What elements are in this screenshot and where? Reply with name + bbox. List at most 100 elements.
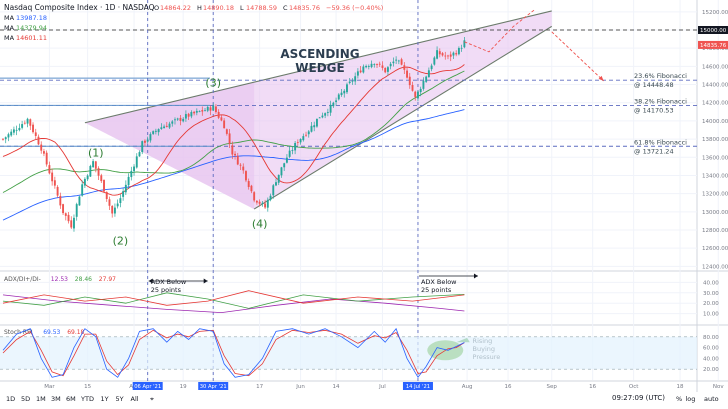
range-button[interactable]: 5D [21, 395, 30, 403]
ma-legend-label: MA [4, 14, 15, 22]
candle-body [397, 60, 400, 62]
range-button[interactable]: 1D [6, 395, 15, 403]
candle-body [332, 102, 335, 107]
time-tick: 14 [333, 384, 340, 390]
candle-body [127, 176, 130, 186]
time-tick: 19 [180, 384, 187, 390]
candle-body [373, 64, 376, 65]
candle-body [335, 100, 338, 103]
candle-body [165, 125, 168, 127]
candle-body [149, 134, 152, 141]
stoch-tick: 40.00 [703, 356, 719, 362]
candle-body [313, 125, 316, 128]
candle-body [113, 207, 116, 214]
price-tick: 14400.00 [702, 83, 728, 89]
price-tag [698, 26, 728, 34]
price-tick: 12800.00 [702, 228, 728, 234]
scale-toggle[interactable]: % [676, 395, 682, 403]
time-tick: Oct [629, 384, 639, 390]
wedge-lower-line [253, 25, 553, 210]
candle-body [296, 142, 299, 143]
range-button[interactable]: All [131, 395, 139, 403]
range-button[interactable]: YTD [80, 395, 94, 403]
price-tick: 14800.00 [702, 46, 728, 52]
date-highlight-label: 14 Jul '21 [406, 384, 430, 390]
candle-body [146, 139, 149, 142]
wedge-upper-line [84, 10, 552, 124]
fib-label: 61.8% Fibonacci [634, 138, 687, 146]
candle-body [92, 161, 95, 168]
candle-body [261, 202, 264, 204]
candle-body [40, 144, 43, 151]
range-button[interactable]: 3M [51, 395, 61, 403]
candle-body [258, 201, 261, 204]
candle-body [272, 185, 275, 196]
candle-body [285, 157, 288, 163]
candle-body [346, 84, 348, 93]
candle-body [455, 53, 458, 55]
di-minus-line [2, 290, 465, 306]
candle-body [316, 118, 318, 127]
candle-body [359, 70, 362, 73]
time-tick: 16 [589, 384, 596, 390]
candle-body [157, 129, 160, 133]
wave-label: (2) [113, 235, 129, 248]
axes: 12400.00 12600.00 12800.00 13000.00 13200.00… [44, 10, 728, 390]
bottom-toolbar: 09:27:09 (UTC) 1D 5D 1M 3M 6M YTD 1Y 5Y All ⌖% log… [0, 392, 728, 409]
candle-body [362, 66, 365, 73]
price-tick: 12600.00 [702, 246, 728, 252]
candle-body [214, 106, 217, 113]
candle-body [119, 198, 122, 204]
candle-body [59, 195, 62, 206]
ma-mid-line [2, 70, 465, 193]
candle-body [242, 166, 245, 171]
candle-body [78, 196, 81, 206]
adx-tick: 30.00 [703, 291, 719, 297]
adx-legend: 12.53 [51, 276, 68, 283]
stoch-legend: Stoch RSI [4, 329, 33, 336]
range-button[interactable]: 1M [36, 395, 46, 403]
adx-arrow-head [473, 273, 478, 279]
candle-body [201, 110, 204, 112]
candle-body [444, 55, 447, 57]
candle-body [302, 136, 305, 141]
candle-body [356, 71, 359, 76]
candle-body [228, 133, 231, 145]
candle-body [70, 220, 73, 228]
candle-body [280, 167, 283, 176]
price-tick: 14200.00 [702, 101, 728, 107]
ohlc-key: L [240, 4, 244, 12]
candle-body [417, 91, 419, 99]
ohlc-value: 14788.59 [246, 4, 277, 12]
range-button[interactable]: 1Y [101, 395, 109, 403]
ma-legend-label: MA [4, 24, 15, 32]
range-button[interactable]: 5Y [116, 395, 124, 403]
ma-legend-value: 14601.11 [16, 34, 47, 42]
adx-tick: 40.00 [703, 280, 719, 286]
candle-body [269, 195, 272, 200]
candle-body [343, 90, 346, 94]
candle-body [449, 54, 452, 57]
projection-path [464, 8, 604, 82]
scale-toggle[interactable]: auto [704, 395, 719, 403]
price-tag-label: 15000.00 [700, 28, 727, 34]
date-highlight [198, 382, 229, 390]
candle-body [288, 150, 291, 157]
goto-date-icon[interactable]: ⌖ [150, 395, 154, 403]
wave-label: (1) [88, 146, 104, 159]
candle-body [400, 59, 403, 65]
ma-legend-value: 13987.18 [16, 14, 47, 22]
price-tag-label: 14835.76 [700, 43, 727, 49]
stoch-d-line [2, 329, 465, 377]
candle-body [212, 105, 215, 111]
date-highlight [132, 382, 163, 390]
candle-body [447, 55, 449, 57]
candle-body [190, 112, 193, 117]
range-button[interactable]: 6M [66, 395, 76, 403]
price-tick: 13600.00 [702, 155, 728, 161]
scale-toggle[interactable]: log [686, 395, 696, 403]
candle-body [176, 118, 179, 120]
candle-body [425, 76, 428, 82]
candle-body [174, 119, 176, 121]
